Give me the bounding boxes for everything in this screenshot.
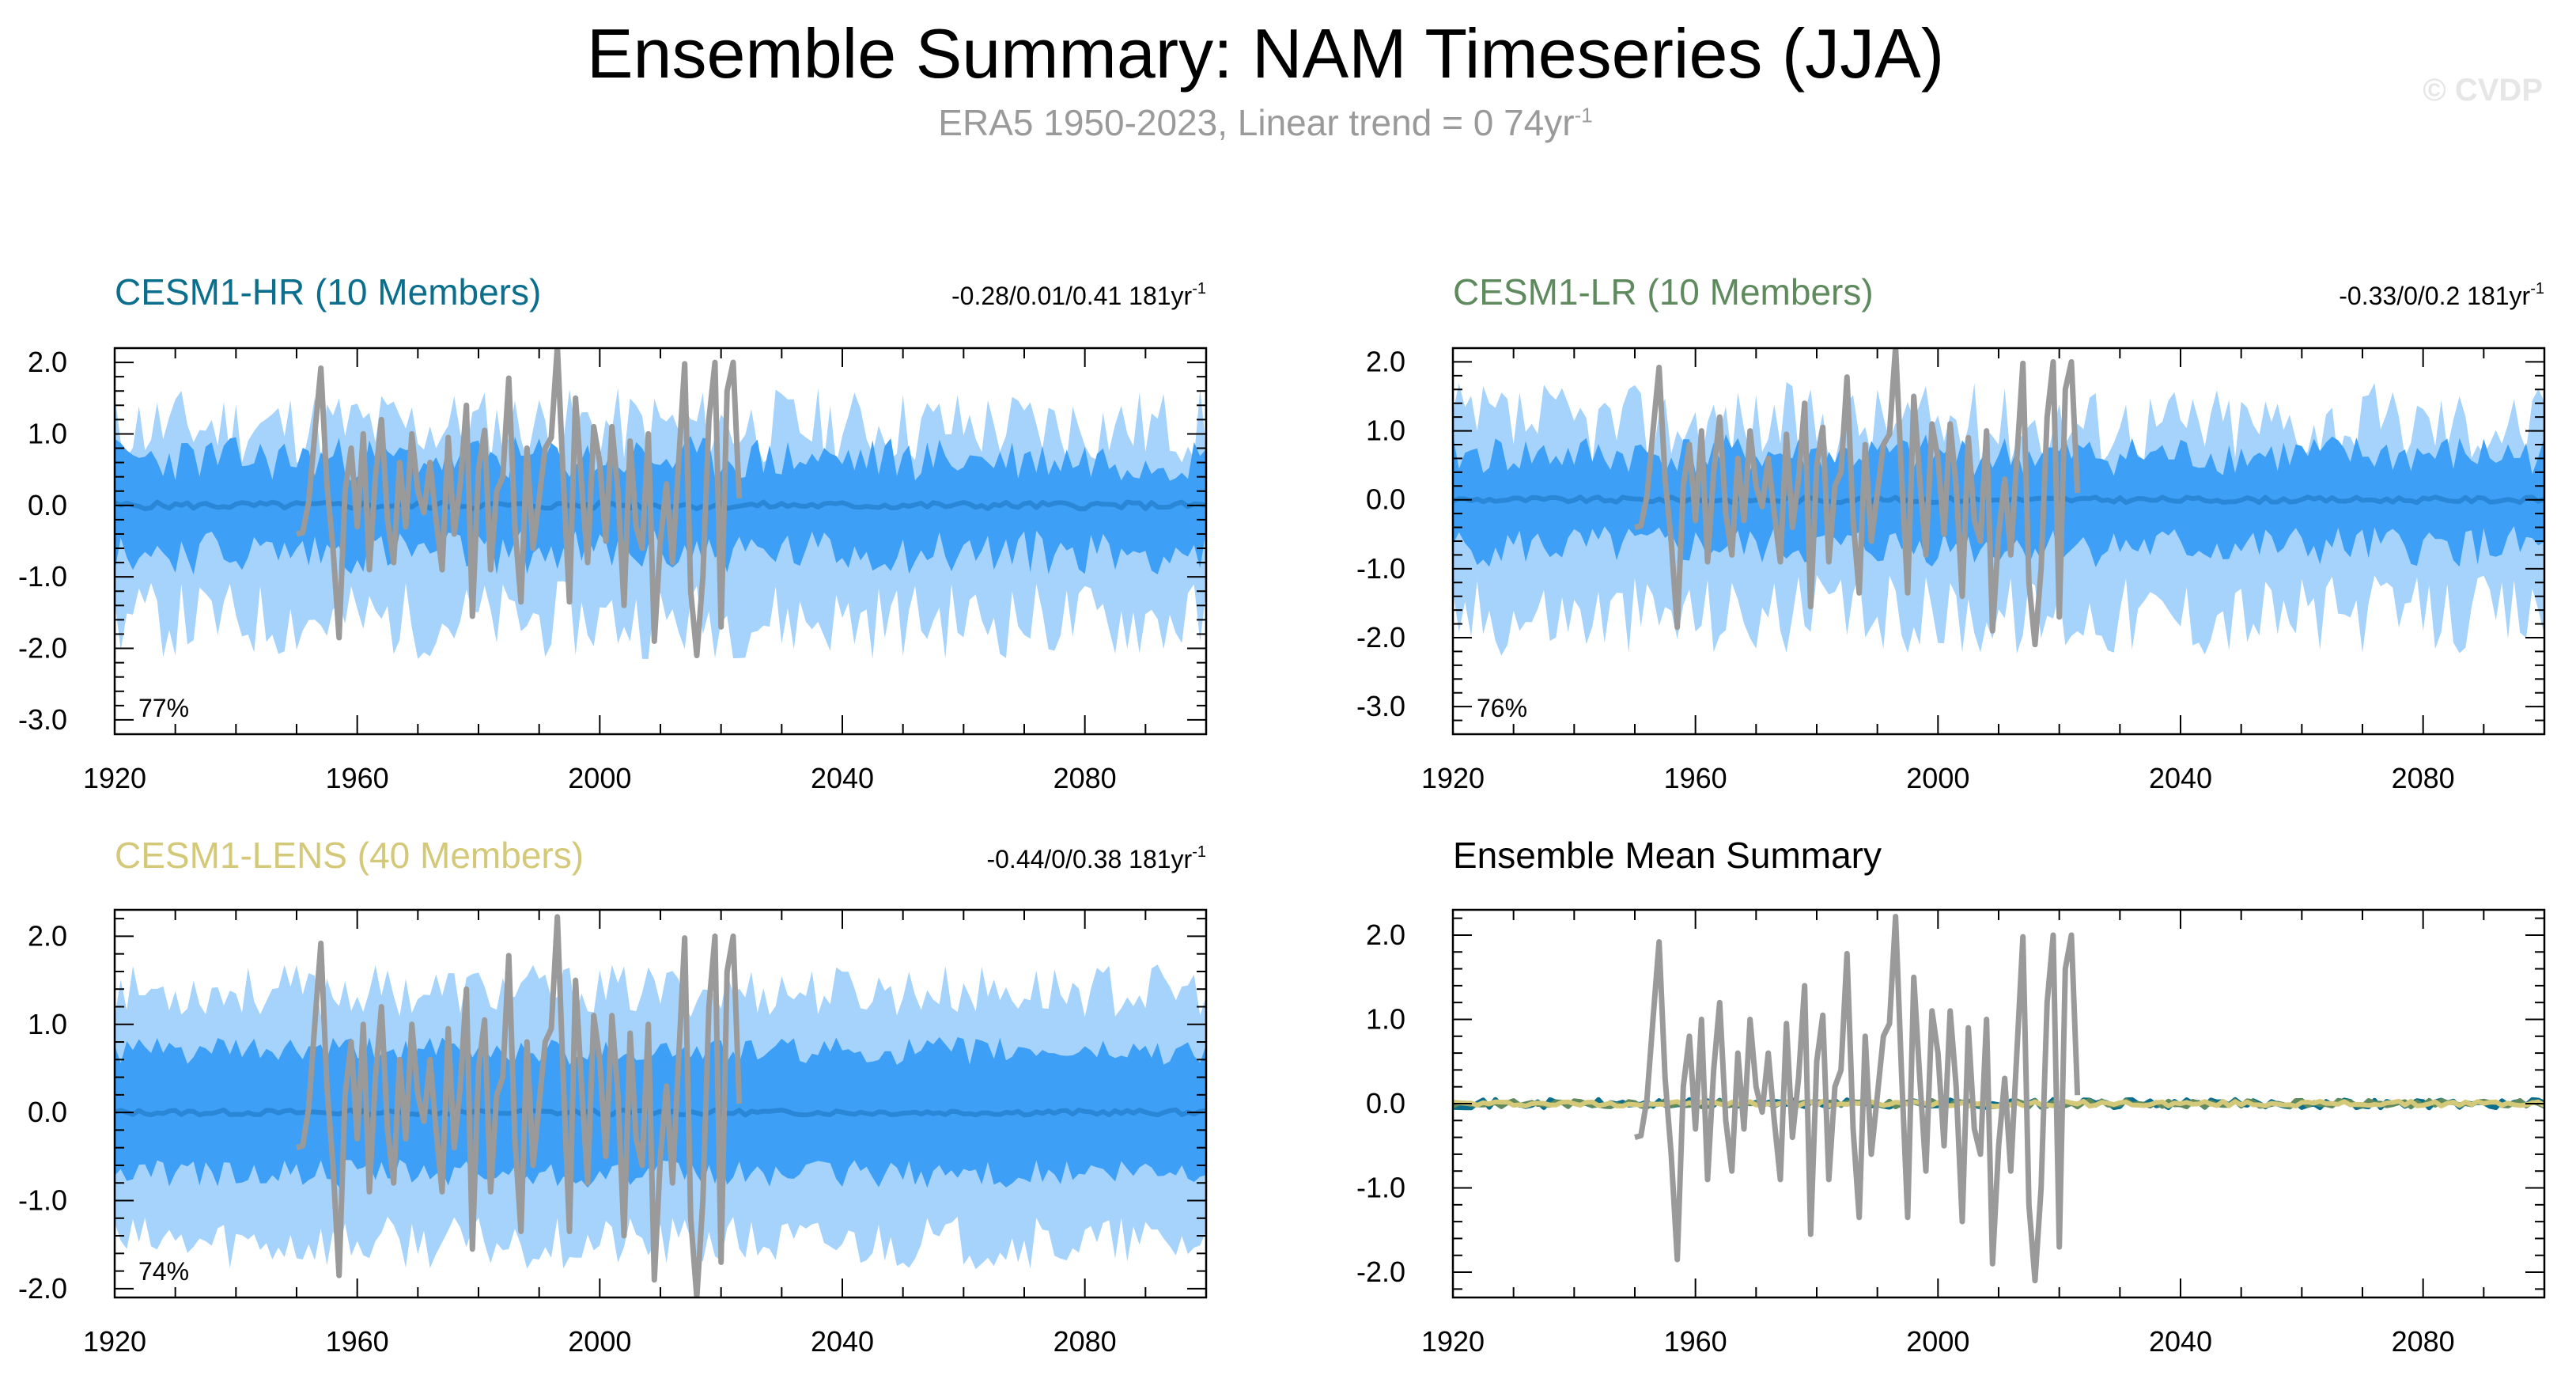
panel-stats-superscript: -1 (2530, 280, 2544, 297)
y-tick-label: 2.0 (1366, 345, 1405, 377)
chart-panel-hr: 1920 1960 2000 2040 2080 2.0 1.0 0.0 -1.0 -2.0 -3.… (18, 271, 1208, 794)
panel-title: CESM1-LENS (40 Members) (115, 835, 584, 876)
observed-series-line (296, 348, 743, 659)
x-tick-label: 2040 (2149, 1325, 2212, 1358)
panel-percent: 76% (1477, 694, 1527, 722)
observed-series-line (296, 914, 743, 1297)
ensemble-mean-line-lens (1453, 1098, 2544, 1109)
y-tick-label: -2.0 (1356, 621, 1405, 653)
y-tick-label: -3.0 (1356, 690, 1405, 722)
x-tick-label: 2000 (568, 1325, 631, 1358)
y-tick-label: -3.0 (18, 703, 67, 736)
y-tick-label: -1.0 (18, 1184, 67, 1217)
subtitle-text: ERA5 1950-2023, Linear trend = 0 74yr (938, 102, 1575, 143)
panel-title: Ensemble Mean Summary (1453, 835, 1882, 876)
panel-stats: -0.33/0/0.2 181yr-1 (2339, 280, 2544, 310)
observed-series-line (1634, 348, 2081, 648)
panel-stats-superscript: -1 (1192, 843, 1206, 861)
y-tick-label: 2.0 (1366, 919, 1405, 951)
panel-title: CESM1-HR (10 Members) (115, 271, 541, 313)
x-tick-label: 1960 (326, 762, 389, 794)
y-tick-label: 1.0 (1366, 1002, 1405, 1035)
x-tick-label: 2000 (1906, 762, 1969, 794)
ensemble-mean-line (1453, 494, 2544, 506)
x-tick-label: 2080 (1053, 1325, 1117, 1358)
y-tick-label: -2.0 (1356, 1256, 1405, 1288)
x-tick-label: 1960 (326, 1325, 389, 1358)
y-tick-label: 2.0 (28, 919, 67, 952)
panel-title: CESM1-LR (10 Members) (1453, 271, 1874, 313)
x-tick-label: 2080 (2392, 762, 2455, 794)
panel-stats-superscript: -1 (1192, 280, 1206, 297)
x-tick-label: 2040 (2149, 762, 2212, 794)
y-tick-label: 1.0 (28, 1008, 67, 1040)
x-tick-label: 2080 (1053, 762, 1117, 794)
ensemble-mean-line (115, 499, 1206, 512)
ensemble-mean-line (115, 1107, 1206, 1118)
y-tick-label: 0.0 (1366, 483, 1405, 516)
panel-percent: 77% (138, 694, 189, 722)
y-tick-label: 1.0 (28, 417, 67, 449)
y-tick-label: -2.0 (18, 632, 67, 665)
observed-series-line (1634, 914, 2081, 1284)
x-tick-label: 1920 (83, 762, 146, 794)
x-tick-label: 2040 (811, 762, 874, 794)
chart-panel-lens: 1920 1960 2000 2040 2080 2.0 1.0 0.0 -1.0 -2.0 CES… (18, 835, 1208, 1358)
x-tick-label: 2000 (568, 762, 631, 794)
chart-subtitle: ERA5 1950-2023, Linear trend = 0 74yr-1 (0, 101, 2531, 144)
x-tick-label: 2040 (811, 1325, 874, 1358)
x-tick-label: 1920 (1421, 1325, 1485, 1358)
plot-area (115, 348, 1206, 659)
x-tick-label: 2000 (1906, 1325, 1969, 1358)
y-tick-label: 1.0 (1366, 415, 1405, 447)
x-tick-label: 1960 (1664, 1325, 1727, 1358)
chart-panel-lr: 1920 1960 2000 2040 2080 2.0 1.0 0.0 -1.0 -2.0 -3.… (1356, 271, 2546, 794)
x-tick-label: 1920 (1421, 762, 1485, 794)
y-tick-label: -1.0 (18, 560, 67, 593)
y-tick-label: 0.0 (28, 1096, 67, 1128)
chart-panel-mean: 1920 1960 2000 2040 2080 2.0 1.0 0.0 -1.0 -2.0 Ens… (1356, 835, 2546, 1358)
panel-stats: -0.28/0.01/0.41 181yr-1 (951, 280, 1206, 310)
plot-area (1453, 348, 2544, 656)
x-tick-label: 1960 (1664, 762, 1727, 794)
plot-area (1453, 914, 2544, 1284)
page-title: Ensemble Summary: NAM Timeseries (JJA) (586, 14, 1945, 93)
y-tick-label: -1.0 (1356, 552, 1405, 585)
watermark: © CVDP (2423, 73, 2543, 108)
panel-stats: -0.44/0/0.38 181yr-1 (986, 843, 1206, 873)
x-tick-label: 2080 (2392, 1325, 2455, 1358)
y-tick-label: -2.0 (18, 1272, 67, 1305)
plot-area (115, 914, 1206, 1297)
y-tick-label: -1.0 (1356, 1172, 1405, 1204)
y-tick-label: 0.0 (28, 489, 67, 521)
subtitle-superscript: -1 (1574, 103, 1593, 127)
y-tick-label: 0.0 (1366, 1087, 1405, 1119)
panel-percent: 74% (138, 1257, 189, 1286)
y-tick-label: 2.0 (28, 346, 67, 378)
x-tick-label: 1920 (83, 1325, 146, 1358)
